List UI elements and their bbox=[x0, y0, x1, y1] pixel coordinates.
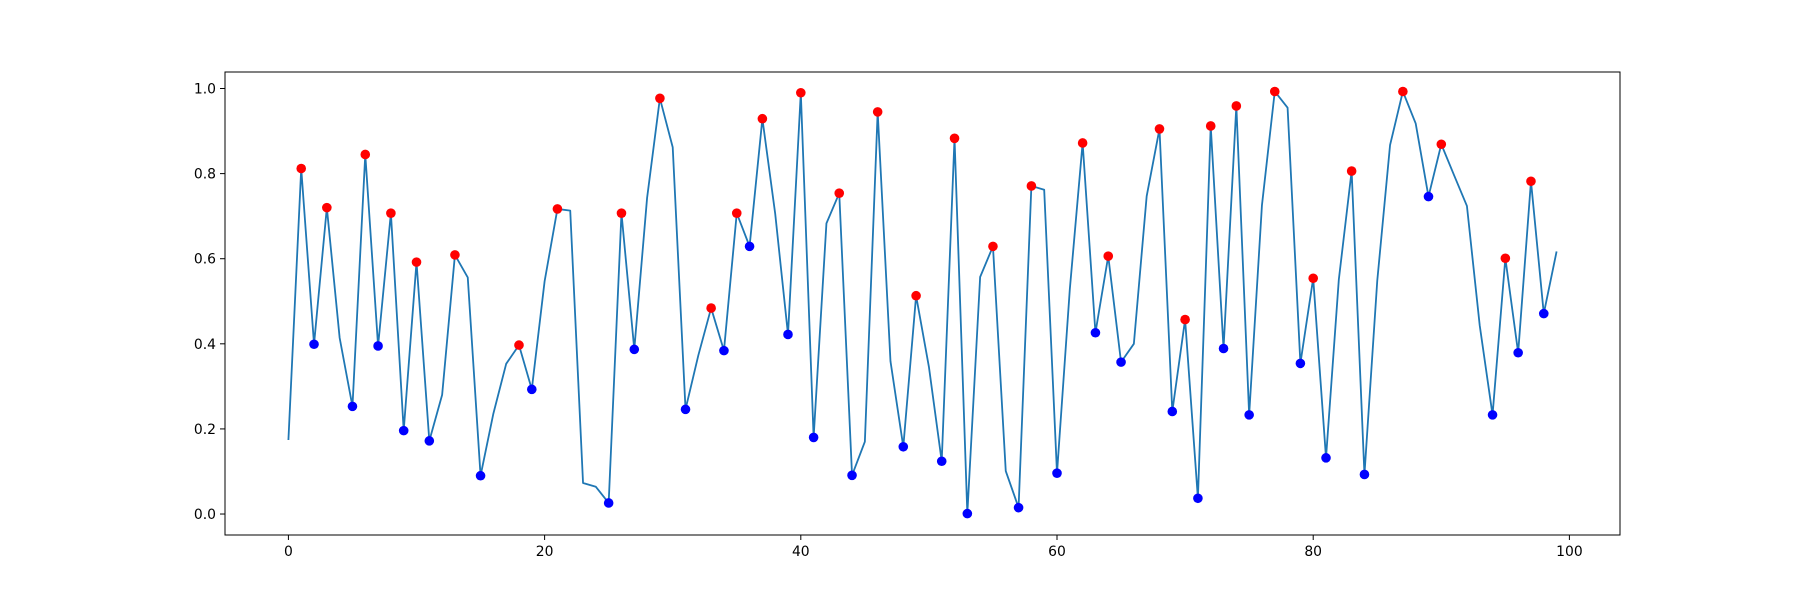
x-tick-label: 0 bbox=[284, 544, 293, 560]
peak-point bbox=[1308, 273, 1319, 284]
peak-point bbox=[514, 340, 524, 350]
trough-point bbox=[1295, 358, 1306, 369]
trough-point bbox=[1487, 410, 1498, 420]
trough-point bbox=[347, 401, 358, 412]
trough-point bbox=[1244, 410, 1254, 420]
line-series bbox=[287, 90, 1558, 515]
plot-area bbox=[287, 86, 1558, 519]
peak-point bbox=[1180, 314, 1190, 325]
peak-point bbox=[450, 250, 460, 260]
peak-point bbox=[322, 202, 332, 213]
x-tick-label: 20 bbox=[536, 544, 554, 560]
peak-point bbox=[552, 204, 563, 214]
peak-point bbox=[1205, 121, 1216, 131]
trough-point bbox=[603, 498, 614, 508]
trough-point bbox=[1193, 493, 1203, 504]
y-tick-label: 1.0 bbox=[194, 82, 216, 98]
trough-point bbox=[680, 404, 691, 415]
trough-point bbox=[847, 470, 857, 481]
peak-point bbox=[386, 208, 396, 218]
peak-point bbox=[1346, 166, 1357, 176]
trough-point bbox=[1359, 469, 1370, 480]
trough-point bbox=[475, 470, 486, 481]
trough-point bbox=[1218, 343, 1229, 354]
trough-point bbox=[309, 339, 319, 350]
trough-point bbox=[373, 341, 383, 351]
peak-point bbox=[757, 113, 768, 124]
y-tick-label: 0.8 bbox=[194, 167, 216, 183]
peak-point bbox=[1398, 86, 1408, 97]
trough-point bbox=[1423, 191, 1434, 202]
trough-point bbox=[424, 436, 435, 446]
trough-point bbox=[898, 441, 909, 452]
peak-point bbox=[731, 208, 742, 218]
trough-point bbox=[1321, 453, 1331, 463]
y-tick-label: 0.0 bbox=[194, 507, 216, 523]
x-axis: 0 20 40 60 80 100 bbox=[284, 535, 1583, 560]
peak-point bbox=[360, 149, 371, 160]
peak-point bbox=[1500, 253, 1511, 264]
trough-point bbox=[962, 508, 973, 519]
peak-point bbox=[411, 257, 422, 267]
peak-point bbox=[1436, 139, 1447, 150]
x-tick-label: 40 bbox=[792, 544, 810, 560]
y-tick-label: 0.6 bbox=[194, 252, 216, 268]
peak-point bbox=[296, 163, 307, 174]
peak-point bbox=[872, 107, 883, 117]
trough-point bbox=[783, 329, 793, 340]
peak-point bbox=[1103, 251, 1114, 261]
trough-point bbox=[1090, 327, 1101, 338]
peak-point bbox=[796, 87, 806, 98]
peak-point bbox=[1231, 101, 1242, 111]
peak-point bbox=[1026, 181, 1037, 191]
y-tick-label: 0.4 bbox=[194, 337, 216, 353]
axes-frame bbox=[224, 71, 1621, 536]
trough-point bbox=[808, 432, 819, 443]
trough-point bbox=[629, 344, 640, 355]
peak-point bbox=[988, 241, 998, 252]
trough-point bbox=[936, 456, 947, 467]
peak-point bbox=[1077, 138, 1088, 148]
peak-point bbox=[1526, 176, 1536, 187]
trough-point bbox=[744, 241, 755, 252]
trough-point bbox=[1052, 468, 1062, 478]
trough-point bbox=[1513, 347, 1523, 358]
peak-point bbox=[706, 303, 716, 313]
trough-point bbox=[398, 425, 409, 436]
x-tick-label: 100 bbox=[1556, 544, 1583, 560]
peak-point bbox=[655, 93, 665, 104]
peak-point bbox=[834, 188, 845, 198]
trough-point bbox=[1167, 406, 1178, 417]
trough-point bbox=[719, 345, 729, 356]
peak-point bbox=[616, 208, 627, 218]
y-tick-label: 0.2 bbox=[194, 422, 216, 438]
x-tick-label: 60 bbox=[1048, 544, 1066, 560]
peak-point bbox=[1154, 124, 1165, 134]
peak-point bbox=[1269, 86, 1280, 97]
y-axis: 0.0 0.2 0.4 0.6 0.8 1.0 bbox=[194, 82, 225, 523]
peak-point bbox=[911, 290, 921, 301]
trough-point bbox=[1116, 357, 1126, 367]
trough-point bbox=[1538, 308, 1549, 319]
trough-point bbox=[526, 384, 537, 395]
x-tick-label: 80 bbox=[1304, 544, 1322, 560]
trough-point bbox=[1013, 502, 1024, 513]
peak-point bbox=[949, 133, 960, 144]
